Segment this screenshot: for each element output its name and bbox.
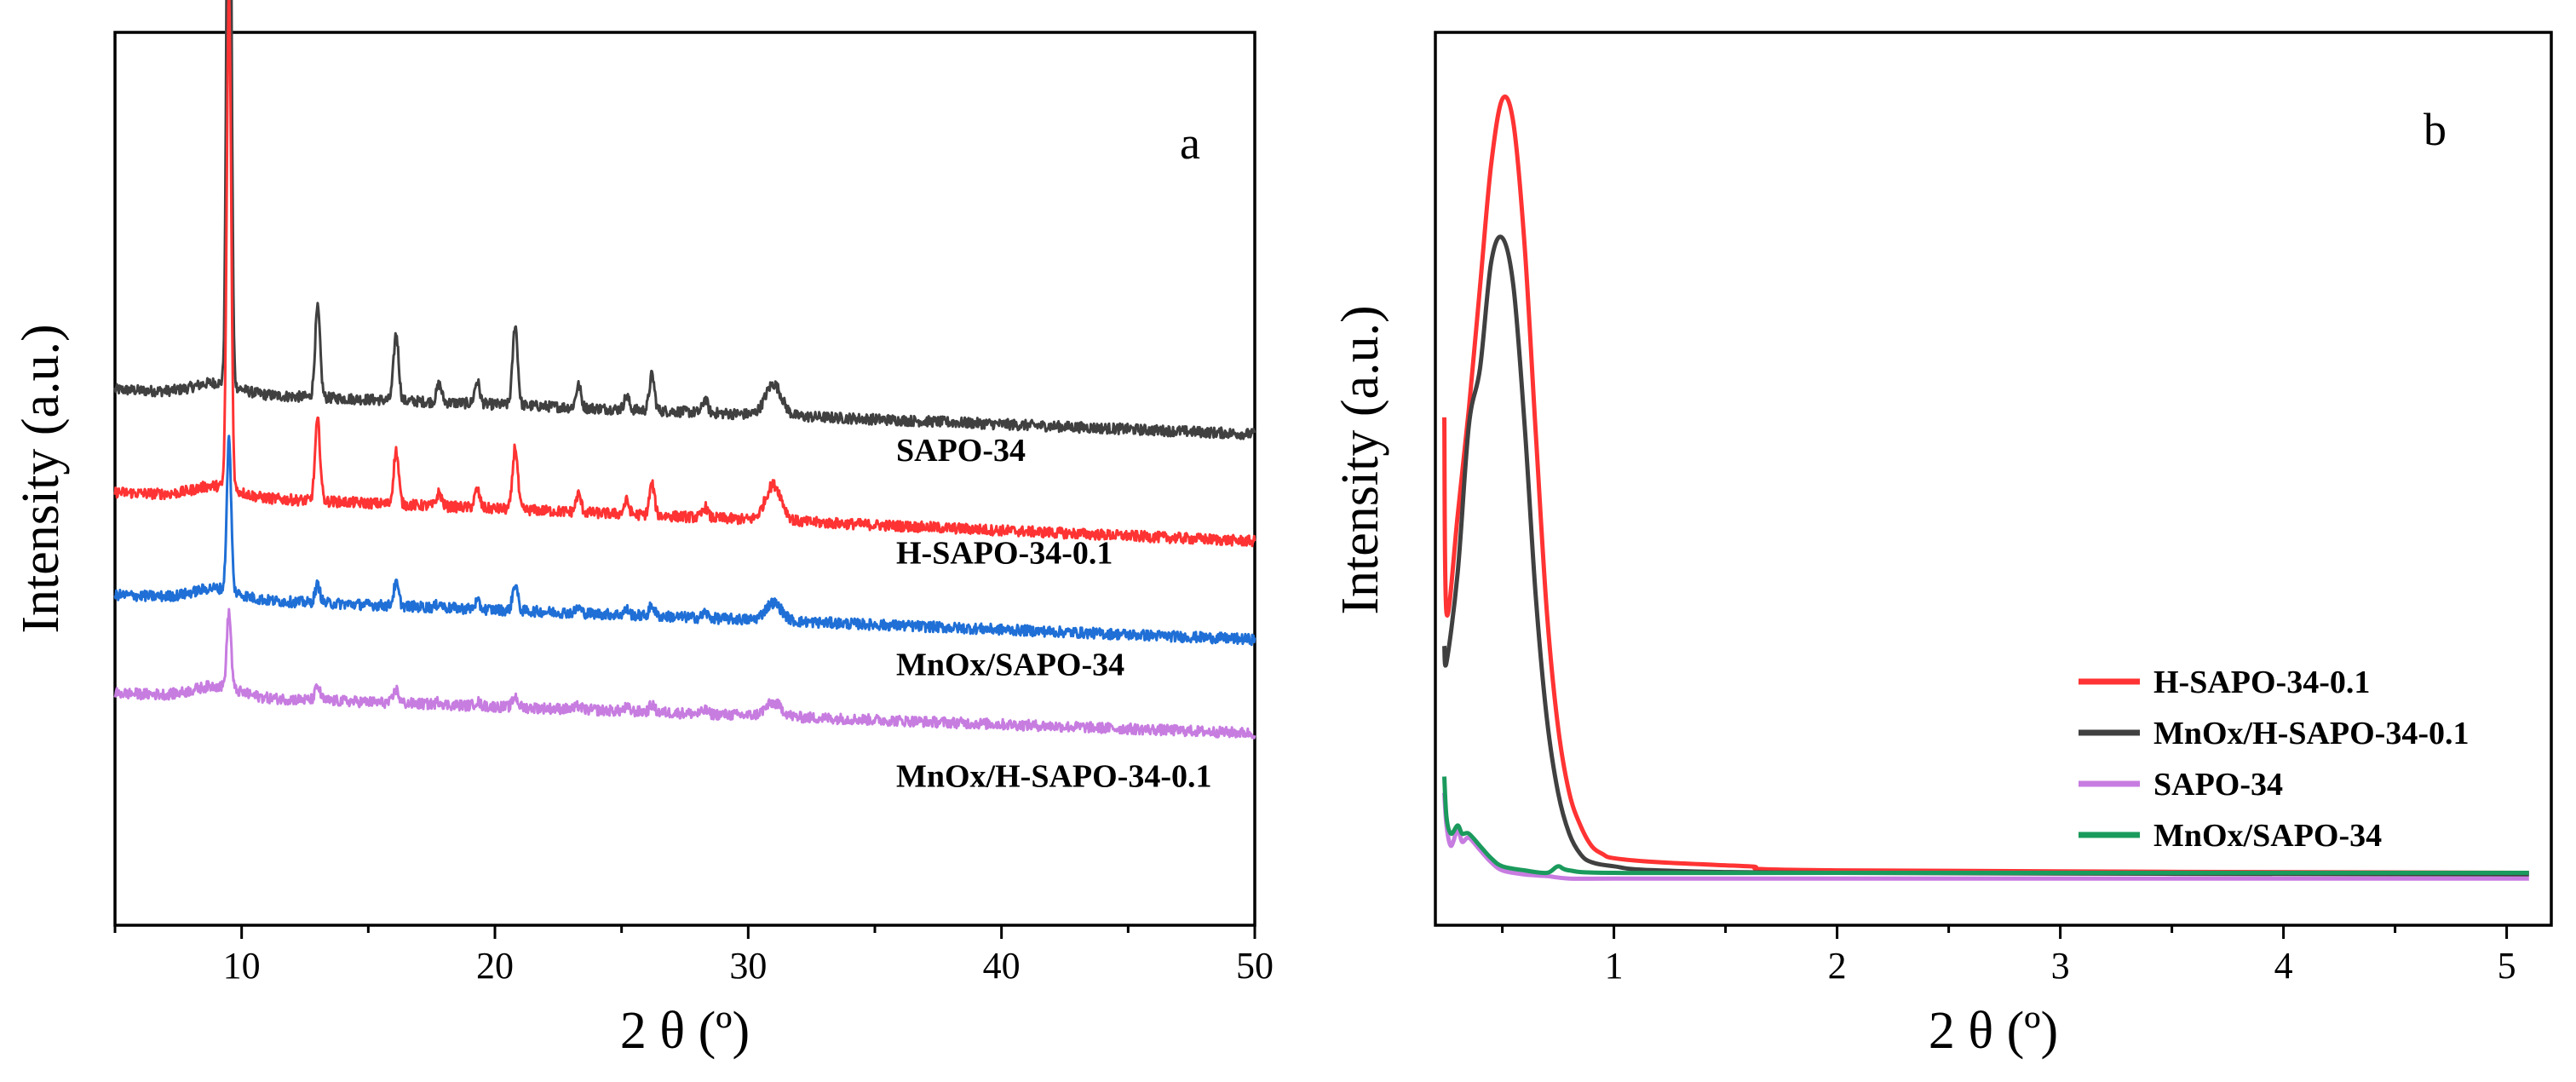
panel-b-legend: H-SAPO-34-0.1 MnOx/H-SAPO-34-0.1 SAPO-34 Mn… (2079, 665, 2469, 854)
panel-b-series-h-sapo-34-0-1 (1442, 94, 2529, 875)
panel-a-series-mnox-sapo-34 (113, 435, 1256, 647)
panel-b-series (1442, 94, 2529, 881)
panel-b-series-mnox-sapo-34 (1442, 776, 2529, 876)
panel-a-x-tick-label: 10 (223, 945, 261, 987)
panel-b-series-mnox-h-sapo-34-0-1 (1442, 234, 2529, 877)
panel-a-series-label-mnox-sapo-34: MnOx/SAPO-34 (896, 647, 1124, 683)
panel-b-legend-label-h-sapo-34-0-1: H-SAPO-34-0.1 (2153, 665, 2370, 700)
panel-a: 10 20 30 40 50 SAPO-34 H-SAPO-34-0.1 MnOx/SAPO… (12, 0, 1274, 1060)
panel-a-series-h-sapo-34-0-1 (113, 0, 1256, 548)
panel-b-x-tick-label: 2 (1828, 945, 1847, 987)
panel-a-letter: a (1180, 118, 1200, 169)
panel-a-series-labels: SAPO-34 H-SAPO-34-0.1 MnOx/SAPO-34 MnOx/H-S… (896, 433, 1211, 795)
panel-a-frame (113, 31, 1256, 927)
panel-b-x-tick-label: 4 (2274, 945, 2293, 987)
panel-b-x-tick-label: 3 (2051, 945, 2070, 987)
panel-a-x-tick-label: 20 (476, 945, 514, 987)
panel-b-y-axis-title: Intensity (a.u.) (1331, 305, 1389, 614)
panel-a-x-tick-label: 50 (1236, 945, 1274, 987)
panel-a-series-label-sapo-34: SAPO-34 (896, 433, 1026, 469)
panel-b-legend-label-mnox-sapo-34: MnOx/SAPO-34 (2153, 818, 2382, 854)
panel-b-ticks: 1 2 3 4 5 (1501, 925, 2516, 987)
panel-a-series-mnox-h-sapo-34-0-1 (113, 607, 1256, 740)
panel-b-x-axis-title: 2 θ (º) (1929, 1002, 2058, 1060)
panel-a-y-axis-title: Intensity (a.u.) (12, 324, 70, 633)
panel-a-x-axis-title: 2 θ (º) (620, 1002, 750, 1060)
panel-b: 1 2 3 4 5 H-SAPO-34-0.1 MnOx/H-SAPO-34-0.1 SAP… (1331, 31, 2553, 1060)
panel-b-series-sapo-34 (1442, 792, 2529, 881)
panel-a-x-tick-label: 40 (983, 945, 1021, 987)
panel-a-series (113, 0, 1256, 740)
panel-b-x-tick-label: 1 (1605, 945, 1624, 987)
panel-b-letter: b (2424, 104, 2447, 155)
panel-a-series-sapo-34 (113, 0, 1256, 440)
panel-a-series-label-h-sapo-34-0-1: H-SAPO-34-0.1 (896, 536, 1113, 572)
panel-a-x-tick-label: 30 (729, 945, 767, 987)
panel-b-frame (1434, 31, 2553, 927)
panel-b-legend-label-sapo-34: SAPO-34 (2153, 767, 2283, 803)
panel-b-legend-label-mnox-h-sapo-34-0-1: MnOx/H-SAPO-34-0.1 (2153, 716, 2469, 751)
panel-b-x-tick-label: 5 (2498, 945, 2516, 987)
panel-a-ticks: 10 20 30 40 50 (113, 925, 1274, 987)
panel-a-series-label-mnox-h-sapo-34-0-1: MnOx/H-SAPO-34-0.1 (896, 759, 1211, 795)
